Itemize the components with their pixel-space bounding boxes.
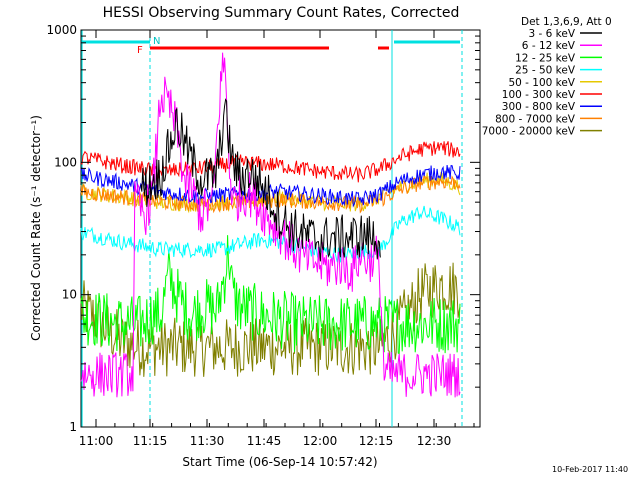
x-tick-label-4: 12:00 bbox=[303, 434, 338, 448]
x-axis-label: Start Time (06-Sep-14 10:57:42) bbox=[182, 455, 377, 469]
series-line-5 bbox=[80, 141, 461, 183]
legend-label-4: 50 - 100 keV bbox=[508, 77, 575, 89]
series-line-3 bbox=[80, 205, 461, 263]
legend-label-7: 800 - 7000 keV bbox=[495, 113, 576, 125]
chart-title-text: HESSI Observing Summary Count Rates, Cor… bbox=[103, 5, 460, 21]
series-line-6 bbox=[80, 164, 461, 208]
observing-overlays: FN bbox=[81, 30, 463, 427]
series-line-1 bbox=[80, 52, 461, 398]
series-line-2 bbox=[80, 235, 461, 355]
x-tick-label-1: 11:15 bbox=[133, 434, 168, 448]
series-line-7 bbox=[80, 174, 461, 214]
legend-label-5: 100 - 300 keV bbox=[502, 89, 576, 101]
legend-label-6: 300 - 800 keV bbox=[502, 101, 576, 113]
x-tick-label-0: 11:00 bbox=[79, 434, 114, 448]
legend-label-1: 6 - 12 keV bbox=[522, 40, 576, 52]
legend-label-3: 25 - 50 keV bbox=[515, 65, 576, 77]
y-axis-ticks: 1 10 100 1000 bbox=[46, 23, 480, 434]
legend-label-8: 7000 - 20000 keV bbox=[482, 126, 576, 138]
footer-timestamp: 10-Feb-2017 11:40 bbox=[552, 465, 628, 474]
legend-label-0: 3 - 6 keV bbox=[528, 28, 575, 40]
series-layer bbox=[80, 52, 461, 398]
x-axis-ticks: 11:00 11:15 11:30 11:45 12:00 12:15 12:30 bbox=[79, 30, 475, 448]
x-tick-label-6: 12:30 bbox=[417, 434, 452, 448]
y-tick-label-0: 1 bbox=[69, 420, 77, 434]
x-tick-label-3: 11:45 bbox=[247, 434, 282, 448]
night-marker-n: N bbox=[153, 36, 160, 47]
series-line-0 bbox=[140, 98, 381, 262]
x-tick-label-2: 11:30 bbox=[190, 434, 225, 448]
x-tick-label-5: 12:15 bbox=[359, 434, 394, 448]
y-tick-label-2: 100 bbox=[54, 155, 77, 169]
y-tick-label-3: 1000 bbox=[46, 23, 77, 37]
y-axis-label: Corrected Count Rate (s⁻¹ detector⁻¹) bbox=[29, 115, 43, 341]
flare-marker-f: F bbox=[137, 45, 143, 56]
legend-header: Det 1,3,6,9, Att 0 bbox=[521, 16, 612, 28]
legend-label-2: 12 - 25 keV bbox=[515, 52, 576, 64]
chart-title: HESSI Observing Summary Count Rates, Cor… bbox=[103, 5, 460, 21]
y-tick-label-1: 10 bbox=[62, 288, 77, 302]
series-line-8 bbox=[80, 262, 461, 377]
